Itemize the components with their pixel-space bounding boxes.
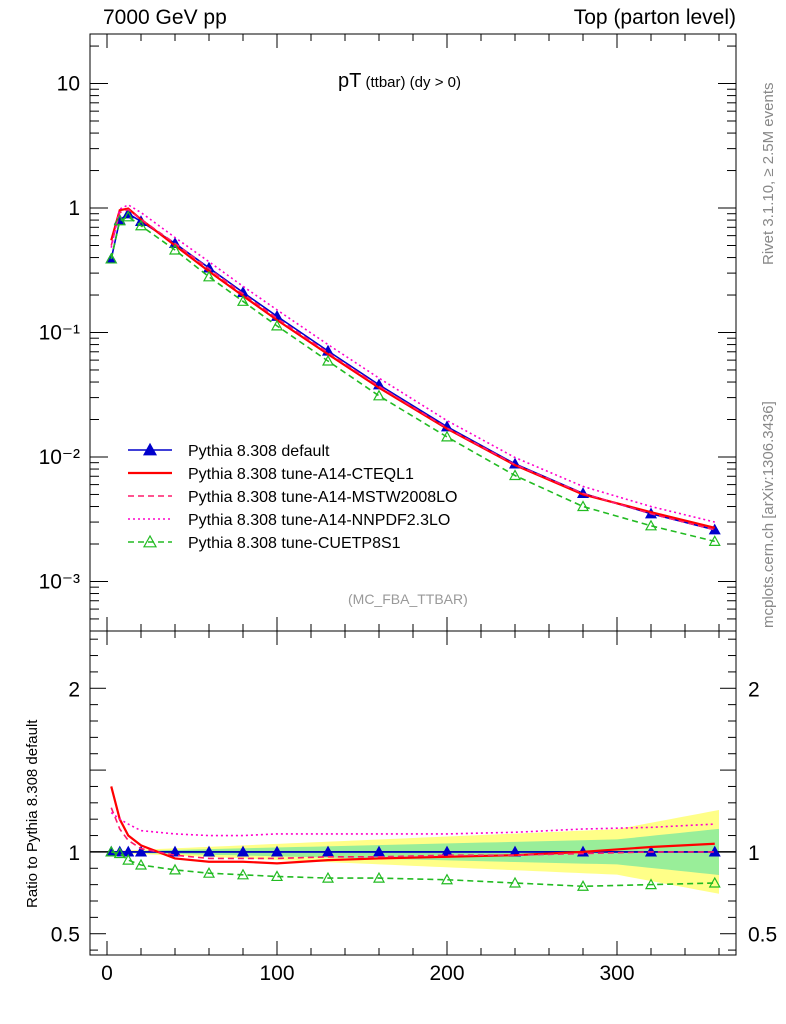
y-tick-label: 10⁻²	[39, 446, 80, 469]
series-0	[105, 207, 721, 857]
data-point-marker	[113, 214, 126, 226]
axis-ticks	[90, 34, 736, 955]
plot-title-main: pT	[338, 70, 362, 92]
y-tick-label: 10⁻³	[39, 570, 80, 593]
ratio-point-marker	[134, 858, 148, 870]
legend-entry-label: Pythia 8.308 default	[188, 443, 330, 460]
ratio-point-marker	[372, 845, 386, 857]
legend-entry-label: Pythia 8.308 tune-A14-CTEQL1	[188, 466, 414, 483]
legend-entry-label: Pythia 8.308 tune-CUETP8S1	[188, 535, 401, 552]
side-label-mcplots: mcplots.cern.ch [arXiv:1306.3436]	[760, 401, 777, 628]
legend-swatch-marker	[142, 534, 158, 548]
ratio-tick-label-left: 1	[68, 842, 80, 865]
plot-title: pT (ttbar) (dy > 0)	[338, 70, 461, 93]
data-point-marker	[168, 243, 182, 255]
series-2	[110, 208, 715, 860]
ratio-point-marker	[236, 845, 250, 857]
series-line-ratio	[110, 812, 715, 837]
ratio-point-marker	[236, 868, 250, 880]
x-tick-label: 100	[259, 962, 294, 985]
ratio-point-marker	[202, 845, 216, 857]
x-tick-label: 200	[429, 962, 464, 985]
ratio-point-marker	[168, 863, 182, 875]
ratio-point-marker	[440, 873, 454, 885]
ratio-point-marker	[708, 876, 721, 888]
header-process: Top (parton level)	[573, 6, 736, 29]
series-4	[105, 210, 721, 891]
side-label-rivet: Rivet 3.1.10, ≥ 2.5M events	[760, 82, 777, 266]
ratio-point-marker	[372, 871, 386, 883]
header-collision-energy: 7000 GeV pp	[103, 6, 227, 29]
data-point-marker	[372, 389, 386, 401]
data-point-marker	[105, 252, 118, 264]
series-line-ratio	[110, 786, 715, 865]
data-point-marker	[576, 500, 590, 512]
ratio-tick-label-right: 0.5	[748, 924, 777, 947]
data-point-marker	[321, 354, 335, 366]
ratio-point-marker	[122, 853, 135, 865]
analysis-id-label: (MC_FBA_TTBAR)	[348, 591, 468, 607]
series-3	[110, 203, 715, 837]
axis-tick-labels: 0 100 200 300 10 1 10⁻¹ 10⁻² 10⁻³ 2 2 1 1 0.5 0.5	[39, 73, 778, 985]
data-point-marker	[236, 295, 250, 306]
main-panel-frame	[89, 33, 737, 632]
data-point-marker	[134, 219, 148, 231]
data-point-marker	[202, 270, 216, 282]
ratio-point-marker	[270, 870, 284, 882]
y-tick-label: 1	[68, 197, 80, 220]
ratio-tick-label-left: 0.5	[51, 924, 80, 947]
y-tick-label: 10	[57, 73, 80, 96]
series-line-ratio	[110, 807, 715, 860]
ratio-tick-label-right: 2	[748, 678, 760, 701]
ratio-point-marker	[202, 866, 216, 878]
data-point-marker	[508, 469, 522, 481]
ratio-panel-frame	[89, 630, 737, 956]
ratio-point-marker	[576, 880, 590, 891]
ratio-point-marker	[105, 845, 118, 857]
data-point-marker	[644, 519, 658, 531]
ratio-point-marker	[134, 845, 148, 857]
x-tick-label: 300	[599, 962, 634, 985]
plot-title-sub: (ttbar) (dy > 0)	[361, 74, 461, 91]
ratio-point-marker	[644, 878, 658, 890]
ratio-y-axis-label: Ratio to Pythia 8.308 default	[24, 719, 41, 908]
ratio-point-marker	[321, 871, 335, 883]
ratio-tick-label-right: 1	[748, 842, 760, 865]
legend-swatch-marker	[142, 442, 158, 456]
ratio-point-marker	[113, 847, 126, 859]
legend: Pythia 8.308 default Pythia 8.308 tune-A1…	[128, 442, 457, 552]
legend-entry-label: Pythia 8.308 tune-A14-NNPDF2.3LO	[188, 512, 450, 529]
series-line-main	[110, 203, 715, 523]
data-point-marker	[122, 210, 135, 222]
ratio-tick-label-left: 2	[68, 678, 80, 701]
y-tick-label: 10⁻¹	[39, 322, 80, 345]
x-tick-label: 0	[101, 962, 113, 985]
data-point-marker	[708, 535, 721, 546]
ratio-point-marker	[270, 845, 284, 857]
ratio-point-marker	[321, 845, 335, 857]
ratio-point-marker	[168, 845, 182, 857]
data-point-marker	[440, 430, 454, 442]
data-point-marker	[270, 319, 284, 331]
chart-series	[105, 203, 721, 891]
ratio-point-marker	[508, 876, 522, 888]
legend-entry-label: Pythia 8.308 tune-A14-MSTW2008LO	[188, 489, 457, 506]
